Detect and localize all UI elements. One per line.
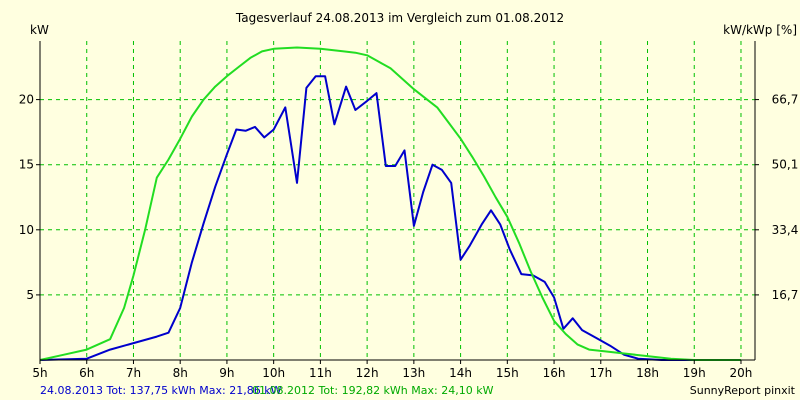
- y-right-tick-label: 66,7: [772, 93, 799, 107]
- x-tick-label: 13h: [402, 366, 425, 380]
- x-tick-label: 20h: [730, 366, 753, 380]
- y-left-tick-label: 20: [19, 93, 34, 107]
- x-tick-label: 19h: [683, 366, 706, 380]
- y-right-tick-label: 16,7: [772, 288, 799, 302]
- x-tick-label: 7h: [126, 366, 141, 380]
- x-tick-label: 16h: [543, 366, 566, 380]
- y-right-tick-label: 33,4: [772, 223, 799, 237]
- y-left-tick-label: 5: [26, 288, 34, 302]
- series-line-2: [39, 46, 741, 361]
- y-left-tick-label: 10: [19, 223, 34, 237]
- x-tick-label: 10h: [262, 366, 285, 380]
- footer-series-1-summary: 24.08.2013 Tot: 137,75 kWh Max: 21,86 kW: [40, 384, 282, 397]
- footer-credit: SunnyReport pinxit: [690, 384, 796, 397]
- y-left-tick-label: 15: [19, 158, 34, 172]
- x-tick-label: 12h: [356, 366, 379, 380]
- x-tick-label: 14h: [449, 366, 472, 380]
- tick-layer: 5h 6h 7h 8h 9h 10h 11h 12h 13h 14h 15h 16h 17h 18h 19h…: [19, 93, 799, 380]
- y-right-tick-label: 50,1: [772, 158, 799, 172]
- chart-title: Tagesverlauf 24.08.2013 im Vergleich zum…: [235, 11, 564, 25]
- footer-series-2-summary: 01.08.2012 Tot: 192,82 kWh Max: 24,10 kW: [252, 384, 494, 397]
- series-layer: [39, 46, 741, 361]
- axis-layer: [36, 41, 759, 364]
- x-tick-label: 8h: [173, 366, 188, 380]
- x-tick-label: 15h: [496, 366, 519, 380]
- x-tick-label: 11h: [309, 366, 332, 380]
- y-axis-left-label: kW: [30, 23, 49, 37]
- y-axis-right-label: kW/kWp [%]: [723, 23, 797, 37]
- series-line-1: [39, 75, 695, 361]
- x-tick-label: 5h: [32, 366, 47, 380]
- x-tick-label: 9h: [219, 366, 234, 380]
- x-tick-label: 18h: [636, 366, 659, 380]
- x-tick-label: 17h: [589, 366, 612, 380]
- grid-layer: [40, 41, 755, 360]
- x-tick-label: 6h: [79, 366, 94, 380]
